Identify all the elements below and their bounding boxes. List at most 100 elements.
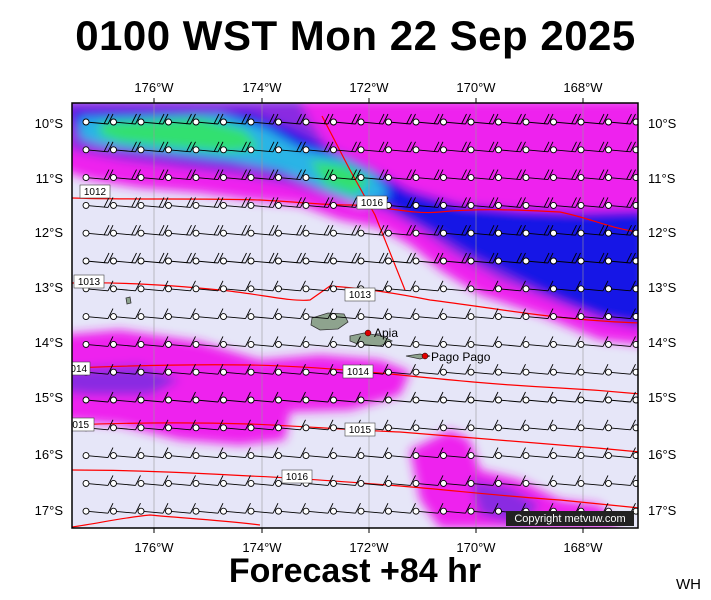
- wind-barb: [357, 447, 389, 460]
- wind-barb: [412, 141, 444, 154]
- wind-barb: [110, 336, 141, 348]
- wind-barb: [110, 197, 141, 209]
- wind-barb: [275, 419, 306, 432]
- wind-barb: [137, 391, 169, 404]
- wind-barb: [550, 336, 581, 348]
- wind-barb: [495, 169, 526, 182]
- lon-label: 176°W: [134, 540, 174, 555]
- wind-barb: [192, 447, 224, 460]
- wind-barb: [220, 336, 251, 348]
- lat-labels-left: 10°S 11°S 12°S 13°S 14°S 15°S 16°S 17°S: [35, 116, 64, 518]
- wind-barb: [495, 280, 526, 293]
- wind-barb: [522, 141, 554, 154]
- wind-barb: [467, 475, 499, 487]
- wind-barb: [137, 224, 169, 237]
- wind-barb: [385, 252, 416, 265]
- wind-barb: [495, 419, 526, 432]
- wind-barb: [247, 502, 279, 515]
- wind-barb: [385, 113, 416, 126]
- wind-barb: [275, 113, 306, 126]
- wind-barb: [165, 141, 196, 154]
- wind-barb: [302, 280, 334, 293]
- wind-barb: [412, 419, 444, 432]
- wind-barb: [495, 336, 526, 348]
- wind-barb: [192, 475, 224, 487]
- wind-barb: [275, 391, 306, 404]
- wind-barb: [467, 224, 499, 237]
- wind-barb: [495, 447, 526, 460]
- wind-barb: [577, 224, 609, 237]
- wind-barb: [192, 224, 224, 237]
- wind-barb: [522, 308, 554, 321]
- wind-barb: [467, 252, 499, 265]
- wind-barb: [440, 308, 471, 321]
- wind-barb: [275, 169, 306, 182]
- wind-barb: [110, 113, 141, 126]
- wind-barb: [192, 391, 224, 404]
- wind-barb: [522, 475, 554, 487]
- wind-barb: [137, 475, 169, 487]
- lat-label: 13°S: [648, 280, 677, 295]
- wind-barb: [385, 363, 416, 376]
- wind-barb: [440, 419, 471, 432]
- wind-barb: [357, 224, 389, 237]
- wind-barb: [165, 280, 196, 293]
- wind-barb: [302, 419, 334, 432]
- wind-barb: [220, 252, 251, 265]
- small-islet: [125, 296, 132, 305]
- map-frame: [71, 102, 639, 529]
- wind-barb: [330, 252, 361, 265]
- wind-barb: [412, 252, 444, 265]
- wind-barb: [495, 363, 526, 376]
- wind-barb: [110, 419, 141, 432]
- wind-barb: [137, 197, 169, 209]
- wind-barb: [192, 308, 224, 321]
- isobar-label: 1014: [65, 364, 88, 375]
- wind-barb: [577, 308, 609, 321]
- wind-barb: [440, 224, 471, 237]
- wind-barb: [522, 224, 554, 237]
- lon-labels-top: 176°W 174°W 172°W 170°W 168°W: [134, 80, 603, 95]
- wind-barb: [385, 280, 416, 293]
- wind-barb: [110, 252, 141, 265]
- wind-barb: [605, 280, 636, 293]
- wind-barb: [192, 363, 224, 376]
- lon-label: 168°W: [563, 80, 603, 95]
- forecast-label: Forecast +84 hr: [228, 552, 482, 590]
- wind-barb: [302, 308, 334, 321]
- wind-barb: [467, 447, 499, 460]
- wind-barb: [440, 391, 471, 404]
- wind-barb: [522, 280, 554, 293]
- wind-barb: [275, 363, 306, 376]
- wind-barb: [330, 113, 361, 126]
- wind-barb: [385, 502, 416, 515]
- wind-barb: [440, 169, 471, 182]
- wind-barb: [440, 280, 471, 293]
- wind-barb: [137, 308, 169, 321]
- wind-barb: [550, 141, 581, 154]
- wind-barb: [192, 502, 224, 515]
- wind-barb: [110, 447, 141, 460]
- wind-barb: [385, 224, 416, 237]
- wind-barb: [495, 224, 526, 237]
- wind-barb: [632, 424, 638, 432]
- wind-barb: [632, 452, 638, 460]
- lat-label: 10°S: [35, 116, 64, 131]
- wind-barb: [247, 280, 279, 293]
- wind-barb: [467, 141, 499, 154]
- wind-barb: [302, 169, 334, 182]
- wind-barb: [275, 502, 306, 515]
- wind-barb: [440, 113, 471, 126]
- wind-barb: [605, 363, 636, 376]
- wind-barb: [632, 313, 638, 321]
- wind-barb: [495, 141, 526, 154]
- wind-barb: [632, 201, 638, 209]
- wind-barb: [605, 113, 636, 126]
- wind-barb: [577, 280, 609, 293]
- wind-barb: [302, 502, 334, 515]
- wind-barb: [247, 113, 279, 126]
- wind-barb: [192, 197, 224, 209]
- wind-barb: [330, 141, 361, 154]
- wind-barb: [275, 308, 306, 321]
